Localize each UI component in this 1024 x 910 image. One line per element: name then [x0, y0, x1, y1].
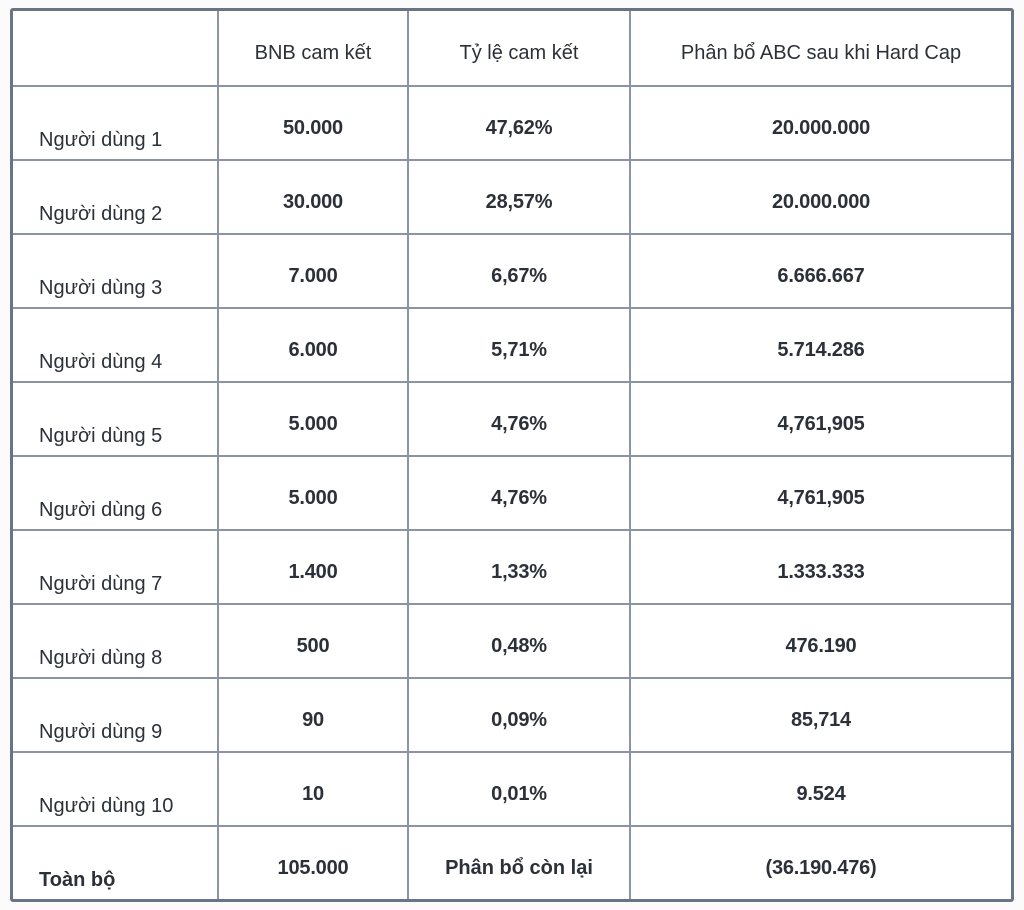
row-label: Người dùng 4 [13, 309, 217, 381]
cell-abc-allocation: 6.666.667 [631, 235, 1011, 307]
cell-commit-ratio: 6,67% [409, 235, 629, 307]
cell-commit-ratio: 0,09% [409, 679, 629, 751]
cell-bnb-committed: 5.000 [219, 457, 407, 529]
cell-abc-allocation: 4,761,905 [631, 457, 1011, 529]
row-label: Người dùng 6 [13, 457, 217, 529]
total-row-label: Toàn bộ [13, 827, 217, 899]
cell-commit-ratio: 1,33% [409, 531, 629, 603]
row-label: Người dùng 3 [13, 235, 217, 307]
cell-bnb-committed: 500 [219, 605, 407, 677]
cell-abc-allocation: 5.714.286 [631, 309, 1011, 381]
cell-bnb-committed: 1.400 [219, 531, 407, 603]
cell-commit-ratio: 5,71% [409, 309, 629, 381]
column-header-empty [13, 11, 217, 85]
row-label: Người dùng 5 [13, 383, 217, 455]
cell-commit-ratio: 47,62% [409, 87, 629, 159]
cell-commit-ratio: 28,57% [409, 161, 629, 233]
column-header-bnb: BNB cam kết [219, 11, 407, 85]
row-label: Người dùng 2 [13, 161, 217, 233]
cell-abc-allocation: 4,761,905 [631, 383, 1011, 455]
total-bnb-committed: 105.000 [219, 827, 407, 899]
row-label: Người dùng 7 [13, 531, 217, 603]
cell-abc-allocation: 85,714 [631, 679, 1011, 751]
total-remaining-allocation-label: Phân bổ còn lại [409, 827, 629, 899]
cell-abc-allocation: 9.524 [631, 753, 1011, 825]
allocation-table: BNB cam kết Tỷ lệ cam kết Phân bổ ABC sa… [10, 8, 1014, 902]
total-abc-allocation: (36.190.476) [631, 827, 1011, 899]
cell-bnb-committed: 90 [219, 679, 407, 751]
cell-bnb-committed: 6.000 [219, 309, 407, 381]
cell-abc-allocation: 1.333.333 [631, 531, 1011, 603]
cell-bnb-committed: 5.000 [219, 383, 407, 455]
cell-bnb-committed: 50.000 [219, 87, 407, 159]
column-header-allocation: Phân bổ ABC sau khi Hard Cap [631, 11, 1011, 85]
row-label: Người dùng 9 [13, 679, 217, 751]
cell-abc-allocation: 20.000.000 [631, 87, 1011, 159]
cell-bnb-committed: 30.000 [219, 161, 407, 233]
cell-commit-ratio: 0,48% [409, 605, 629, 677]
cell-commit-ratio: 4,76% [409, 457, 629, 529]
cell-commit-ratio: 0,01% [409, 753, 629, 825]
table-grid: BNB cam kết Tỷ lệ cam kết Phân bổ ABC sa… [13, 11, 1011, 899]
cell-bnb-committed: 10 [219, 753, 407, 825]
cell-bnb-committed: 7.000 [219, 235, 407, 307]
cell-abc-allocation: 20.000.000 [631, 161, 1011, 233]
column-header-ratio: Tỷ lệ cam kết [409, 11, 629, 85]
row-label: Người dùng 10 [13, 753, 217, 825]
cell-commit-ratio: 4,76% [409, 383, 629, 455]
row-label: Người dùng 8 [13, 605, 217, 677]
cell-abc-allocation: 476.190 [631, 605, 1011, 677]
row-label: Người dùng 1 [13, 87, 217, 159]
